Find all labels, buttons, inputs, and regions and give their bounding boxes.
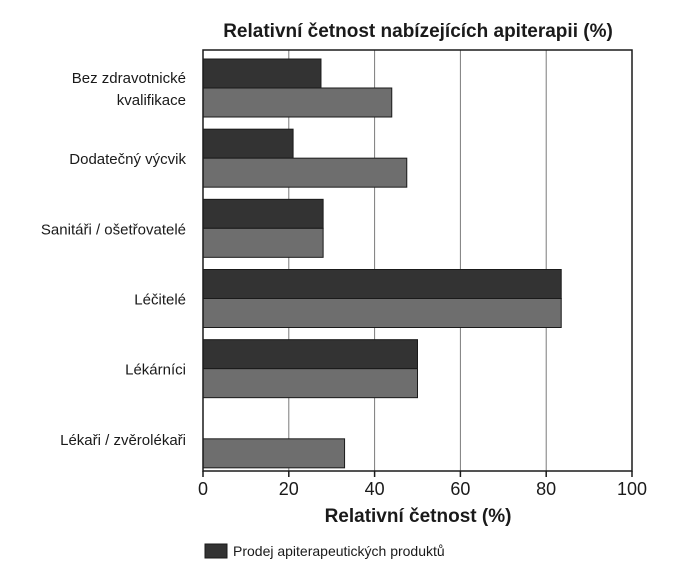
x-tick-label-100: 100	[617, 479, 647, 499]
category-label-5: Lékárníci	[125, 362, 186, 379]
bar-series1-cat5	[202, 339, 418, 370]
bar-series1-cat3	[202, 198, 324, 229]
grid	[288, 50, 547, 471]
category-labels: Bez zdravotnické kvalifikace Dodatečný výc…	[41, 70, 187, 449]
x-tick-label-40: 40	[365, 479, 385, 499]
plot-frame	[202, 49, 633, 472]
legend-label-1: Prodej apiterapeutických produktů	[233, 543, 445, 559]
category-label-3: Sanitáři / ošetřovatelé	[41, 221, 186, 238]
legend-swatch-1	[204, 543, 228, 559]
category-label-1-line2: kvalifikace	[117, 92, 186, 109]
category-label-4: Léčitelé	[134, 292, 186, 309]
bar-series2-cat5	[202, 368, 418, 399]
x-axis-label: Relativní četnost (%)	[325, 506, 512, 527]
category-label-2: Dodatečný výcvik	[69, 151, 186, 168]
bar-series2-cat1	[202, 87, 393, 118]
tick-labels: 0 20 40 60 80 100	[198, 479, 647, 499]
axes	[202, 49, 633, 477]
bar-series1-cat2	[202, 128, 294, 159]
legend: Prodej apiterapeutických produktů	[204, 543, 445, 559]
category-label-6: Lékaři / zvěrolékaři	[60, 432, 186, 449]
bar-series1-cat1	[202, 58, 322, 89]
bar-series2-cat2	[202, 157, 408, 188]
x-tick-label-80: 80	[536, 479, 556, 499]
category-label-1-line1: Bez zdravotnické	[72, 70, 186, 87]
x-tick-label-60: 60	[450, 479, 470, 499]
bar-series2-cat3	[202, 227, 324, 258]
bar-series2-cat6	[202, 438, 346, 469]
bar-series1-cat4	[202, 269, 562, 299]
bars	[202, 58, 562, 469]
x-tick-label-0: 0	[198, 479, 208, 499]
bar-series2-cat4	[202, 298, 562, 328]
x-tick-label-20: 20	[279, 479, 299, 499]
chart-title: Relativní četnost nabízejících apiterapi…	[223, 21, 613, 42]
